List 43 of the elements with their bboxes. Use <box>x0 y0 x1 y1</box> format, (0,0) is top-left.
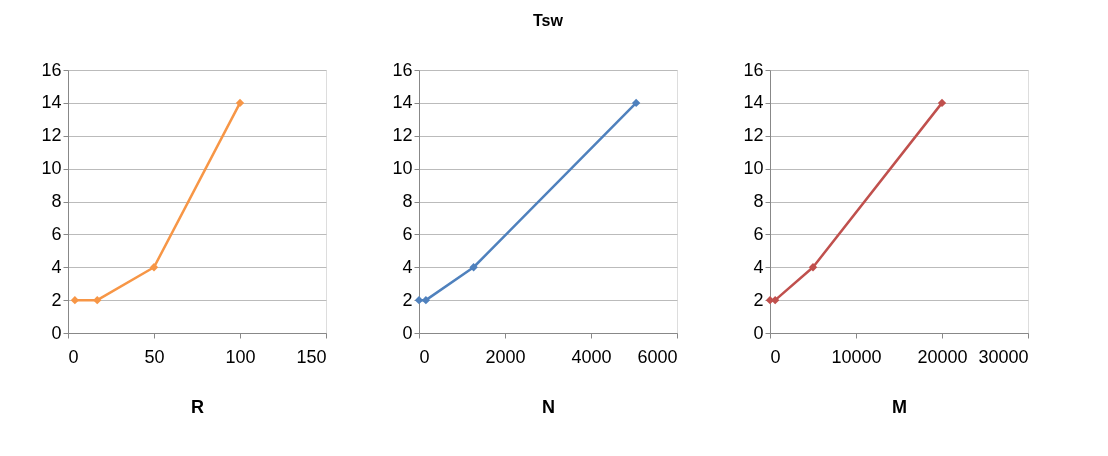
x-tick-label: 100 <box>225 346 256 367</box>
x-tick-label: 0 <box>419 346 430 367</box>
x-axis-title: M <box>892 396 907 417</box>
y-tick-label: 4 <box>753 256 764 277</box>
y-tick-label: 16 <box>392 59 413 80</box>
x-tick-label: 10000 <box>831 346 882 367</box>
y-tick-label: 6 <box>753 223 764 244</box>
y-tick-label: 6 <box>51 223 62 244</box>
y-tick-label: 0 <box>51 322 62 343</box>
y-tick-label: 14 <box>41 92 62 113</box>
x-tick-label: 6000 <box>637 346 678 367</box>
x-axis-title: R <box>191 396 204 417</box>
y-tick-label: 14 <box>392 92 413 113</box>
x-tick-label: 2000 <box>485 346 526 367</box>
y-tick-label: 16 <box>743 59 764 80</box>
y-tick-label: 12 <box>743 125 764 146</box>
y-tick-label: 10 <box>41 158 62 179</box>
y-tick-label: 16 <box>41 59 62 80</box>
x-tick-label: 0 <box>770 346 781 367</box>
y-tick-label: 12 <box>392 125 413 146</box>
y-tick-label: 4 <box>51 256 62 277</box>
x-axis-title: N <box>542 396 555 417</box>
x-tick-label: 4000 <box>571 346 612 367</box>
x-tick-label: 30000 <box>978 346 1029 367</box>
y-tick-label: 2 <box>51 289 62 310</box>
y-tick-label: 12 <box>41 125 62 146</box>
x-tick-label: 50 <box>144 346 165 367</box>
y-tick-label: 8 <box>753 191 764 211</box>
y-tick-label: 0 <box>402 322 413 343</box>
y-tick-label: 4 <box>402 256 413 277</box>
y-tick-label: 14 <box>743 92 764 113</box>
y-tick-label: 10 <box>743 158 764 179</box>
chart-title: Tsw <box>533 12 564 29</box>
y-tick-label: 2 <box>402 289 413 310</box>
y-tick-label: 0 <box>753 322 764 343</box>
x-tick-label: 150 <box>296 346 327 367</box>
x-tick-label: 0 <box>68 346 79 367</box>
y-tick-label: 2 <box>753 289 764 310</box>
y-tick-label: 8 <box>402 191 413 211</box>
y-tick-label: 8 <box>51 191 62 211</box>
x-tick-label: 20000 <box>917 346 968 367</box>
y-tick-label: 6 <box>402 223 413 244</box>
y-tick-label: 10 <box>392 158 413 179</box>
